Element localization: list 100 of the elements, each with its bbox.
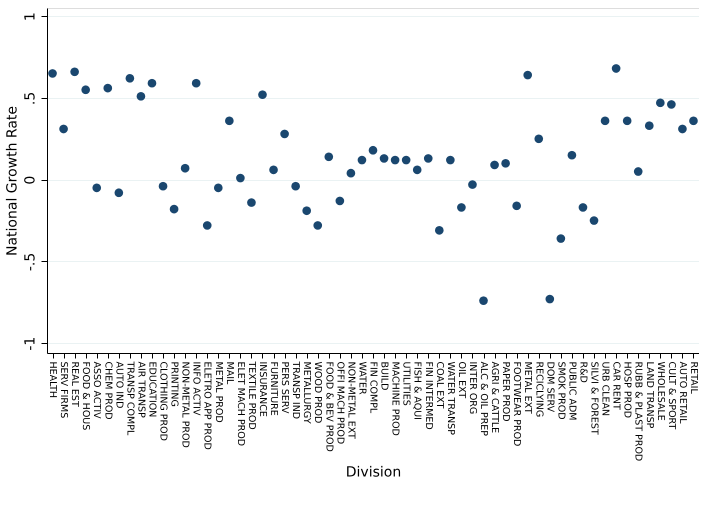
point [556,234,566,243]
x-tick-label: PUBLIC ADM [566,362,578,420]
point [48,69,57,78]
x-tick-label: WHOLESALE [654,362,666,421]
x-tick-label: METALLURGY [301,362,312,424]
x-tick-label: EDUCATION [146,362,158,418]
point [291,182,300,191]
point [590,216,598,225]
x-tick-label: AGRI & CATTLE [489,362,500,434]
point [412,166,422,174]
point [280,130,289,138]
x-tick-label: TRANSP COMPL [124,360,136,436]
point [192,78,201,88]
point [247,198,256,207]
x-tick-label: WATER TRANSP [444,362,456,436]
point [534,134,544,144]
x-tick-label: PRINTING [168,362,180,407]
x-tick-label: AUTO RETAIL [676,362,688,424]
point [667,100,676,109]
x-tick-label: CHEM PROD [102,362,114,420]
x-tick-label: SILVI & FOREST [588,362,600,435]
point [180,164,190,173]
x-tick-label: WATER [356,362,368,395]
x-tick-label: CULT & SPORT [666,362,677,430]
x-tick-label: BUILD [378,362,390,390]
x-tick-label: FOOD & BEV PROD [323,362,334,452]
point [622,116,632,126]
x-tick-label: INSURANCE [256,362,268,417]
point [600,116,610,126]
point [434,226,444,235]
point [545,294,554,304]
point [59,124,68,134]
x-tick-label: ELETRO APP PROD [202,362,213,450]
x-tick-label: OIL EXT [456,362,467,398]
point [236,174,245,182]
x-tick-label: NON-METAL EXT [345,362,356,440]
point [402,156,410,164]
x-tick-label: AUTO IND [113,362,124,408]
x-tick-label: CLOTHING PROD [158,362,169,441]
x-tick-label: WOOD PROD [312,362,324,424]
x-tick-label: UTILITIES [400,362,412,406]
x-tick-label: HOSP PROD [622,362,633,418]
point [136,92,146,101]
x-tick-label: ALC & OIL PREP [478,362,490,436]
point [644,121,654,130]
point [578,203,588,212]
x-tick-label: SERV FIRMS [58,362,70,418]
x-tick-label: FOOD & HOUS [80,362,92,430]
point [103,84,112,92]
point [368,146,378,155]
x-tick-label: RETAIL [688,362,699,394]
point [324,152,334,162]
x-tick-label: TRANSP IND [290,360,302,420]
point [380,154,388,163]
point [214,184,223,192]
x-tick-label: RECICLYING [533,362,544,418]
point [523,70,532,80]
point [336,196,344,206]
point [568,150,576,160]
y-tick-label: -.5 [22,252,38,272]
y-tick-label: -1 [22,336,38,351]
point [490,160,499,170]
point [202,221,212,230]
x-tick-label: ASSO ACTIV [91,362,102,420]
point [346,168,356,178]
point [269,166,278,174]
point [302,206,312,216]
x-tick-label: REAL EST [69,362,80,407]
x-tick-label: DOM SERV [544,362,556,413]
x-tick-label: R&D [577,362,588,383]
x-tick-label: FOOTWEAR PROD [511,362,522,446]
x-tick-label: PAPER PROD [500,362,512,422]
x-tick-label: ELET MACH PROD [234,362,246,446]
point [225,116,234,126]
x-tick-label: CAR RENT [610,362,622,410]
point [258,90,267,99]
point [678,124,687,134]
point [656,98,665,108]
x-tick-label: FIN COMPL [368,362,378,414]
x-tick-label: INFO ACTIV [190,362,202,416]
x-tick-label: FIN INTERMED [422,362,434,430]
point [81,85,90,94]
point [457,203,466,212]
x-axis-title: Division [346,464,402,480]
x-tick-label: MACHINE PROD [390,362,401,436]
x-tick-label: RUBB & PLAST PROD [632,362,644,462]
point [92,184,102,192]
point [70,67,79,76]
point [390,156,400,164]
point [358,156,366,164]
x-tick-label: COAL EXT [434,362,445,409]
x-tick-label: NON-METAL PROD [180,362,191,448]
point [468,180,477,189]
point [479,296,488,305]
y-tick-label: 0 [22,176,38,185]
point [170,204,178,214]
point [114,188,124,198]
y-tick-label: 1 [22,12,38,22]
x-tick-label: FISH & AQUI [412,362,423,420]
point [126,74,134,83]
